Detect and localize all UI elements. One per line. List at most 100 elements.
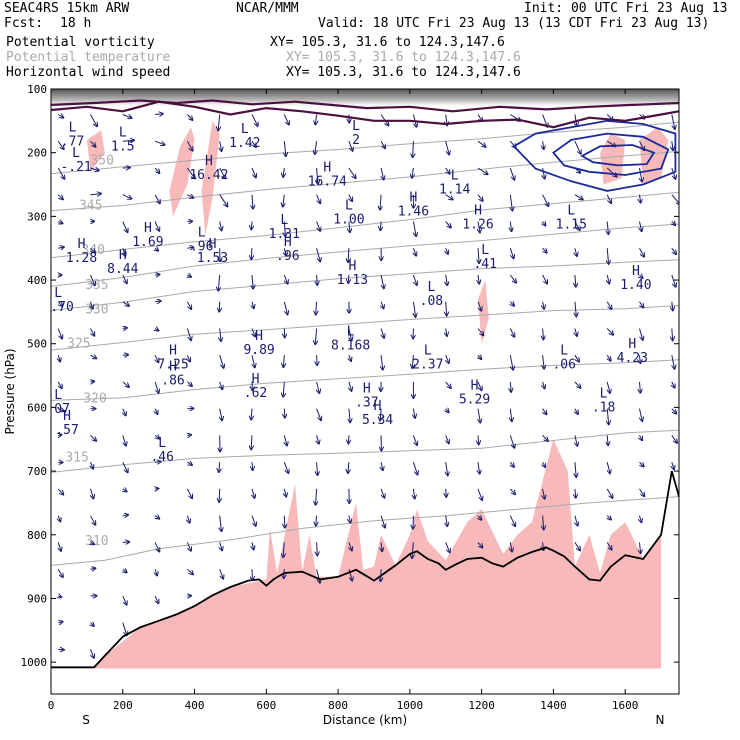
extremum-letter: L <box>198 226 206 241</box>
theta-contour <box>51 429 679 473</box>
terrain-line <box>51 470 679 669</box>
wind-arrow <box>640 515 642 523</box>
wind-arrow <box>283 301 287 315</box>
pv-fill-region <box>478 280 489 344</box>
wind-arrow <box>220 381 223 389</box>
wind-arrow <box>446 488 447 497</box>
wind-arrow <box>122 595 127 605</box>
wind-arrow <box>155 435 159 438</box>
wind-arrow <box>218 114 220 131</box>
wind-arrow <box>220 328 221 342</box>
extremum-letter: L <box>567 203 575 218</box>
wind-arrow <box>412 167 414 178</box>
wind-arrow <box>219 301 220 312</box>
extremum-value: 1.28 <box>66 251 97 266</box>
wind-arrow <box>413 141 414 157</box>
x-tick-label: 200 <box>113 699 133 712</box>
wind-arrow <box>446 301 447 316</box>
wind-arrow <box>640 461 644 466</box>
wind-arrow <box>543 247 547 252</box>
wind-arrow <box>251 221 252 230</box>
theta-contour-label: 310 <box>85 534 108 549</box>
wind-arrow <box>510 542 512 551</box>
wind-arrow <box>575 515 578 526</box>
extremum-letter: H <box>409 191 417 206</box>
wind-arrow <box>58 622 62 623</box>
wind-arrow <box>607 516 611 520</box>
wind-arrow <box>640 355 641 363</box>
extremum-value: .86 <box>161 373 184 388</box>
wind-arrow <box>672 355 675 369</box>
wind-arrow <box>542 274 548 284</box>
wind-arrow <box>252 542 254 549</box>
wind-arrow <box>252 274 253 289</box>
wind-arrow <box>122 221 128 233</box>
extremum-letter: H <box>169 344 177 359</box>
field-xy-pv: XY= 105.3, 31.6 to 124.3,147.6 <box>270 35 505 50</box>
extremum-value: 1.42 <box>229 136 260 151</box>
wind-arrow <box>640 194 641 203</box>
model-title: SEAC4RS 15km ARW <box>4 1 130 16</box>
extremum-letter: L <box>600 387 608 402</box>
wind-arrow <box>186 328 191 341</box>
wind-arrow <box>445 221 451 228</box>
theta-contour-label: 315 <box>65 451 88 466</box>
wind-arrow <box>477 194 483 201</box>
wind-arrow <box>186 140 192 150</box>
wind-arrow <box>446 248 448 254</box>
wind-arrow <box>284 274 287 284</box>
x-tick-label: 400 <box>185 699 205 712</box>
wind-arrow <box>220 515 222 531</box>
wind-arrow <box>575 462 576 477</box>
wind-arrow <box>509 355 513 370</box>
wind-arrow <box>671 274 676 287</box>
wind-arrow <box>349 408 350 423</box>
wind-arrow <box>446 409 449 413</box>
wind-arrow <box>187 462 192 465</box>
extremum-value: 2.37 <box>412 358 443 373</box>
wind-arrow <box>606 328 613 335</box>
wind-arrow <box>543 222 546 226</box>
wind-arrow <box>57 568 63 577</box>
y-tick-label: 200 <box>27 147 47 160</box>
wind-arrow <box>252 328 255 337</box>
wind-arrow <box>284 221 285 237</box>
extremum-letter: H <box>323 160 331 175</box>
wind-arrow <box>348 569 352 580</box>
wind-arrow <box>219 462 220 472</box>
wind-arrow <box>91 462 94 468</box>
wind-arrow <box>317 355 318 365</box>
wind-arrow <box>574 381 581 388</box>
south-end-label: S <box>82 713 90 727</box>
wind-arrow <box>412 542 413 558</box>
fcst-value: 18 h <box>60 16 92 31</box>
wind-arrow <box>412 221 416 237</box>
extremum-value: 1.15 <box>556 217 587 232</box>
wind-arrow <box>348 141 353 151</box>
wind-arrow <box>478 408 480 423</box>
extremum-value: 1.13 <box>337 273 368 288</box>
extremum-letter: L <box>54 286 62 301</box>
theta-contour <box>51 121 679 175</box>
extremum-letter: H <box>632 264 640 279</box>
wind-arrow <box>348 167 356 178</box>
extremum-value: 1.69 <box>132 235 163 250</box>
extremum-letter: L <box>280 213 288 228</box>
wind-arrow <box>186 167 195 178</box>
wind-arrow <box>317 274 318 285</box>
wind-arrow <box>187 355 190 361</box>
wind-arrow <box>284 515 285 528</box>
extremum-value: 7.25 <box>157 358 188 373</box>
x-axis-title: Distance (km) <box>323 713 407 727</box>
wind-arrow <box>349 542 352 550</box>
wind-arrow <box>57 194 63 200</box>
wind-arrow <box>122 274 127 283</box>
wind-arrow <box>509 248 513 258</box>
wind-arrow <box>315 114 316 125</box>
wind-arrow <box>606 542 611 549</box>
wind-arrow <box>219 488 220 502</box>
wind-arrow <box>509 515 515 526</box>
wind-arrow <box>509 167 514 180</box>
extremum-letter: L <box>347 324 355 339</box>
wind-arrow <box>543 488 545 499</box>
